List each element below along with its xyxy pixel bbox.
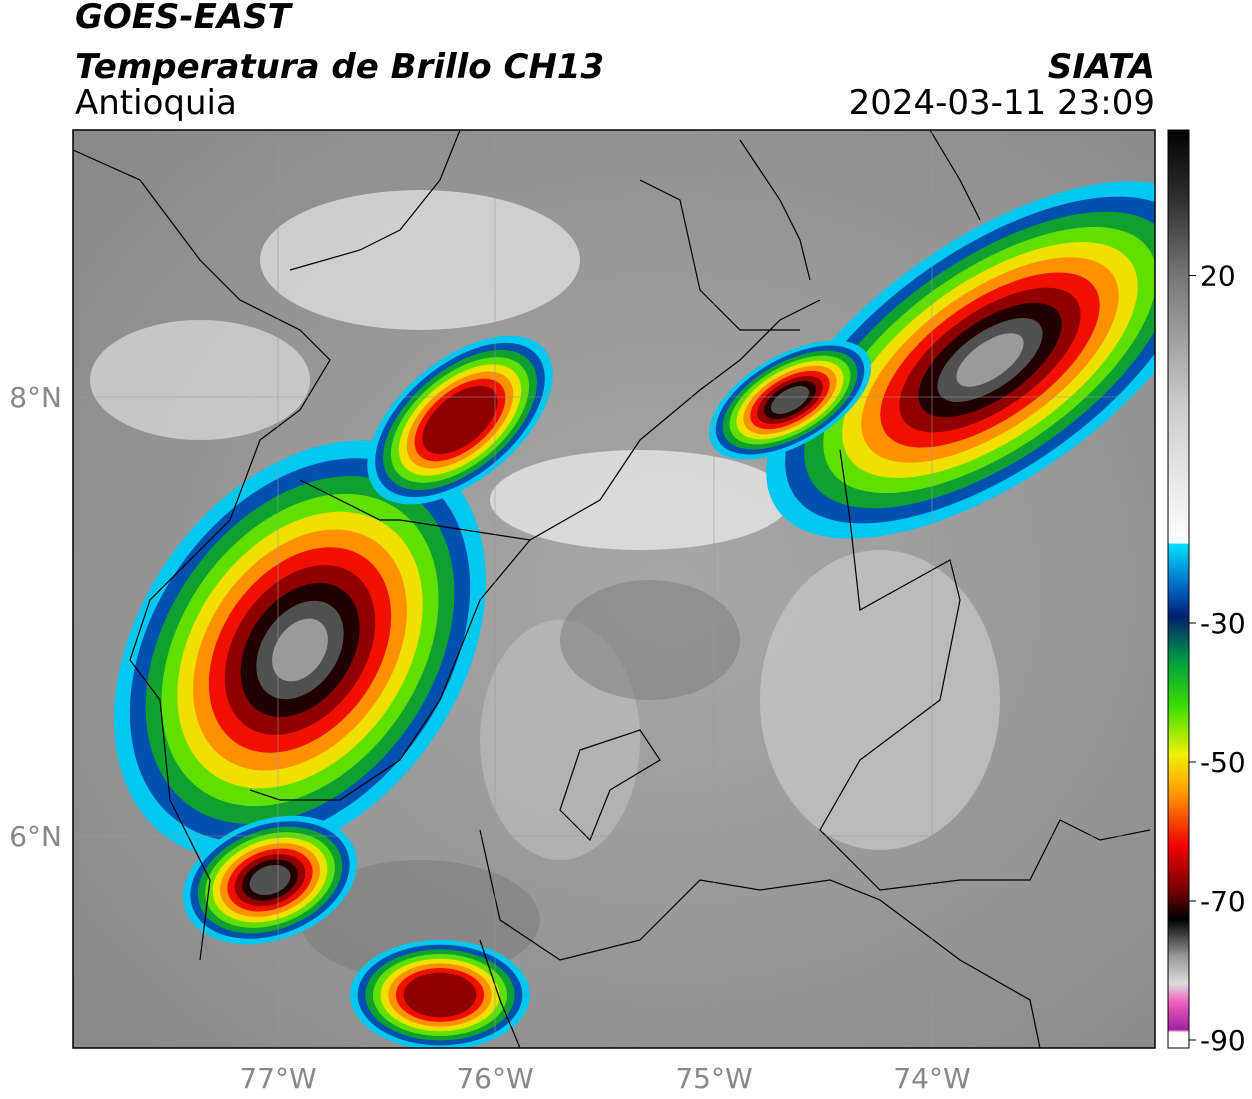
lat-label: 6°N xyxy=(9,820,62,853)
source: SIATA xyxy=(1048,47,1155,87)
storm-band xyxy=(272,618,328,682)
lat-label: 8°N xyxy=(9,381,62,414)
storm-band xyxy=(403,972,477,1018)
colorbar xyxy=(1167,129,1190,1049)
graticule xyxy=(73,130,1155,1048)
storm-band xyxy=(770,386,810,414)
lon-label: 77°W xyxy=(239,1062,316,1095)
borders xyxy=(73,130,1151,1048)
colorbar-label: -90 xyxy=(1200,1024,1246,1057)
storm-band xyxy=(249,864,291,896)
lon-label: 75°W xyxy=(675,1062,752,1095)
storm-band xyxy=(422,385,498,455)
map-frame xyxy=(72,129,1156,1049)
colorbar-label: -50 xyxy=(1200,746,1246,779)
lon-label: 76°W xyxy=(456,1062,533,1095)
region: Antioquia xyxy=(75,83,237,123)
datetime: 2024-03-11 23:09 xyxy=(849,83,1155,123)
colorbar-label: -30 xyxy=(1200,607,1246,640)
storm-band xyxy=(956,333,1024,387)
satellite: GOES-EAST xyxy=(75,0,294,37)
lon-label: 74°W xyxy=(893,1062,970,1095)
product: Temperatura de Brillo CH13 xyxy=(75,47,604,87)
colorbar-label: 20 xyxy=(1200,260,1236,293)
storm-cells xyxy=(114,181,1155,1048)
colorbar-label: -70 xyxy=(1200,885,1246,918)
